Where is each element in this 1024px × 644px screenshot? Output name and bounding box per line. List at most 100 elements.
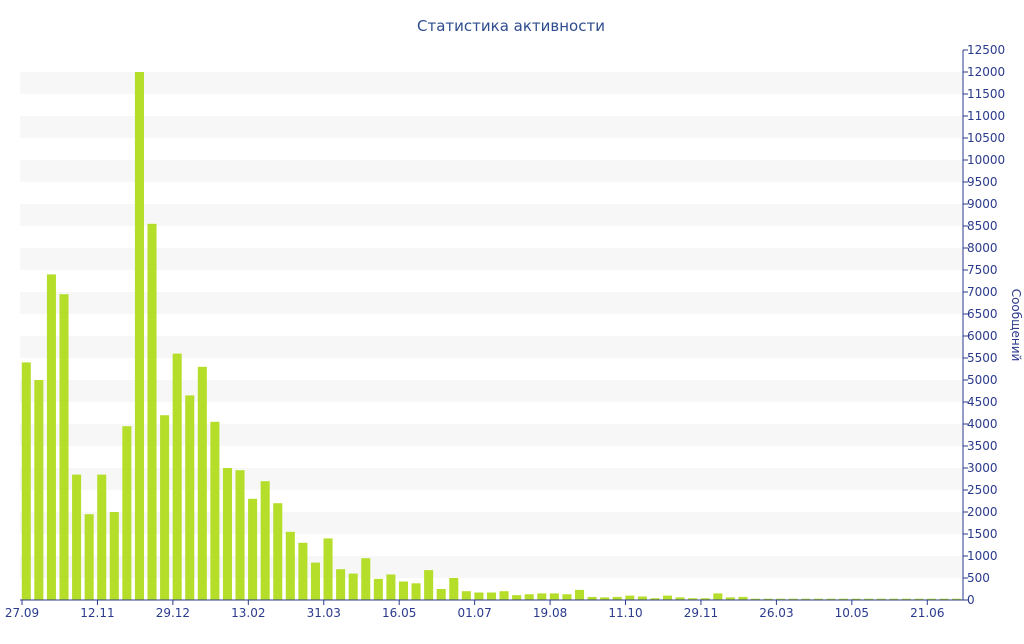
x-tick-label: 21.06 — [910, 606, 944, 620]
bar — [273, 503, 283, 600]
y-tick-label: 10500 — [967, 131, 1005, 145]
y-tick-label: 10000 — [967, 153, 1005, 167]
x-tick-label: 27.09 — [5, 606, 39, 620]
y-tick-label: 1500 — [967, 527, 998, 541]
bar — [851, 598, 861, 600]
x-tick-label: 01.07 — [457, 606, 491, 620]
bar — [411, 583, 421, 600]
bar — [826, 598, 836, 600]
bar — [700, 598, 710, 600]
bar — [160, 415, 170, 600]
bar — [461, 591, 471, 600]
y-tick-label: 4000 — [967, 417, 998, 431]
bar — [713, 593, 723, 600]
bar — [172, 353, 182, 600]
bar — [876, 598, 886, 600]
bar — [197, 366, 207, 600]
y-axis-label: Сообщений — [1009, 289, 1023, 362]
y-tick-label: 3000 — [967, 461, 998, 475]
bar — [914, 598, 924, 600]
bar — [675, 597, 685, 600]
bar — [348, 573, 358, 600]
grid-band — [20, 160, 963, 182]
y-tick-label: 9000 — [967, 197, 998, 211]
grid-band — [20, 424, 963, 446]
grid-band — [20, 72, 963, 94]
x-tick-label: 16.05 — [382, 606, 416, 620]
bar — [361, 558, 371, 600]
bar — [763, 598, 773, 600]
bar — [222, 468, 232, 600]
bar — [298, 542, 308, 600]
bar — [939, 598, 949, 600]
y-tick-label: 12500 — [967, 43, 1005, 57]
bar — [839, 598, 849, 600]
y-tick-label: 6500 — [967, 307, 998, 321]
x-tick-label: 19.08 — [533, 606, 567, 620]
bar — [776, 598, 786, 600]
bar — [285, 531, 295, 600]
bars-group — [21, 72, 962, 601]
bar — [889, 598, 899, 600]
bar — [386, 574, 396, 600]
grid-band — [20, 292, 963, 314]
y-tick-label: 11000 — [967, 109, 1005, 123]
grid-band — [20, 116, 963, 138]
grid-band — [20, 380, 963, 402]
bar — [864, 598, 874, 600]
bar — [574, 589, 585, 600]
bar — [59, 294, 69, 600]
bar — [524, 594, 534, 600]
bar — [248, 498, 258, 600]
grid-band — [20, 204, 963, 226]
bar — [512, 595, 522, 600]
bar — [738, 596, 748, 600]
y-tick-label: 7000 — [967, 285, 998, 299]
bar — [751, 598, 761, 600]
bar — [134, 72, 144, 600]
bar — [801, 598, 811, 600]
bar — [486, 592, 497, 600]
bar — [424, 570, 434, 600]
y-tick-label: 2000 — [967, 505, 998, 519]
y-tick-label: 1000 — [967, 549, 998, 563]
bar — [474, 592, 484, 600]
x-tick-label: 13.02 — [231, 606, 265, 620]
bar — [310, 562, 320, 600]
y-tick-label: 4500 — [967, 395, 998, 409]
y-tick-label: 0 — [967, 593, 975, 607]
x-tick-label: 31.03 — [307, 606, 341, 620]
bar — [185, 395, 195, 600]
bar — [549, 593, 559, 600]
x-tick-label: 10.05 — [835, 606, 869, 620]
y-axis: 0 500 1000 1500 2000 2500 3000 3500 4000 4500 5000… — [962, 43, 1005, 607]
bar — [210, 421, 220, 600]
bar — [373, 578, 383, 600]
bar — [72, 474, 82, 600]
bar — [612, 596, 622, 600]
bar — [788, 598, 798, 600]
bar — [109, 512, 119, 600]
bar — [688, 598, 698, 600]
bar — [725, 597, 735, 600]
y-tick-label: 2500 — [967, 483, 998, 497]
y-tick-label: 5000 — [967, 373, 998, 387]
bar — [436, 589, 446, 600]
bar — [927, 598, 937, 600]
bar — [813, 598, 823, 600]
y-tick-label: 11500 — [967, 87, 1005, 101]
bar — [587, 596, 597, 600]
bar — [97, 474, 107, 600]
y-tick-label: 5500 — [967, 351, 998, 365]
bar — [84, 514, 94, 600]
y-tick-label: 7500 — [967, 263, 998, 277]
y-tick-label: 9500 — [967, 175, 998, 189]
y-tick-label: 8000 — [967, 241, 998, 255]
bar — [663, 595, 673, 600]
x-tick-label: 12.11 — [80, 606, 114, 620]
bar — [562, 594, 572, 600]
bar — [398, 581, 409, 600]
bar — [600, 597, 610, 600]
